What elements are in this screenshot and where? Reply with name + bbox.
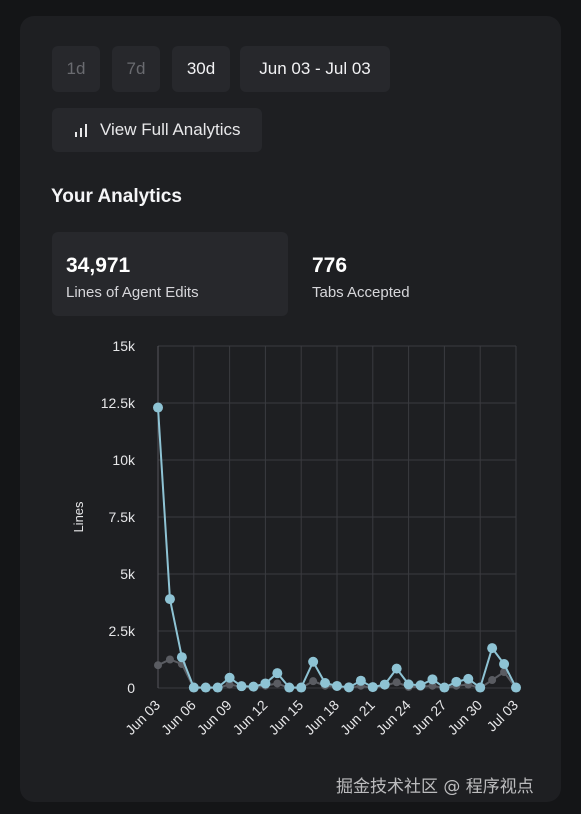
series-primary-point xyxy=(308,656,319,667)
series-primary-point xyxy=(176,652,187,663)
x-tick-label: Jun 27 xyxy=(408,697,449,738)
series-primary-point xyxy=(403,679,414,690)
series-secondary-point xyxy=(273,679,282,688)
range-1d-button[interactable]: 1d xyxy=(52,46,100,92)
range-7d-button[interactable]: 7d xyxy=(112,46,160,92)
series-primary-point xyxy=(451,676,462,687)
series-primary-point xyxy=(260,678,271,689)
x-tick-label: Jun 15 xyxy=(265,697,306,738)
series-primary-point xyxy=(427,674,438,685)
series-primary-point xyxy=(224,672,235,683)
watermark: 掘金技术社区 @ 程序视点 xyxy=(336,777,534,797)
series-primary-point xyxy=(499,659,510,670)
stat-value: 34,971 xyxy=(66,254,131,277)
series-primary-point xyxy=(188,682,199,693)
stat-value: 776 xyxy=(312,254,348,277)
bar-chart-icon xyxy=(74,123,88,137)
series-primary-point xyxy=(343,682,354,693)
view-full-analytics-label: View Full Analytics xyxy=(100,120,241,139)
series-primary-point xyxy=(153,402,163,413)
series-primary-point xyxy=(200,682,211,693)
series-secondary-point xyxy=(165,655,174,664)
series-primary-point xyxy=(332,680,342,691)
x-tick-label: Jun 21 xyxy=(337,697,378,738)
x-tick-label: Jun 18 xyxy=(301,697,342,738)
series-primary-point xyxy=(164,594,175,605)
series-primary-point xyxy=(367,682,378,693)
series-secondary-point xyxy=(309,677,318,686)
x-tick-label: Jun 09 xyxy=(194,697,235,738)
y-axis-label: Lines xyxy=(71,501,86,533)
stat-label: Lines of Agent Edits xyxy=(66,284,199,301)
series-primary-point xyxy=(296,682,307,693)
series-primary-point xyxy=(379,679,390,690)
x-tick-label: Jul 03 xyxy=(483,697,521,735)
date-range-button[interactable]: Jun 03 - Jul 03 xyxy=(240,46,390,92)
x-tick-label: Jun 12 xyxy=(229,697,270,738)
stat-tabs-accepted[interactable]: 776 Tabs Accepted xyxy=(298,232,534,316)
series-primary-point xyxy=(415,680,426,691)
x-tick-label: Jun 03 xyxy=(122,697,163,738)
series-primary-point xyxy=(212,682,223,693)
series-primary-point xyxy=(248,681,259,692)
series-primary-point xyxy=(355,675,366,686)
view-full-analytics-button[interactable]: View Full Analytics xyxy=(52,108,262,152)
series-primary-point xyxy=(511,682,521,693)
y-tick-label: 2.5k xyxy=(109,623,136,639)
series-secondary-point xyxy=(488,676,497,685)
series-primary-point xyxy=(391,663,402,674)
series-secondary-point xyxy=(225,680,234,689)
y-tick-label: 10k xyxy=(112,452,136,468)
series-primary-point xyxy=(463,673,474,684)
y-tick-label: 15k xyxy=(112,338,136,354)
y-tick-label: 5k xyxy=(120,566,136,582)
stat-label: Tabs Accepted xyxy=(312,284,410,301)
section-title: Your Analytics xyxy=(51,186,182,207)
stat-agent-edits[interactable]: 34,971 Lines of Agent Edits xyxy=(52,232,288,316)
series-primary-point xyxy=(236,681,247,692)
series-primary-point xyxy=(439,682,450,693)
y-tick-label: 12.5k xyxy=(101,395,136,411)
series-primary-point xyxy=(272,668,283,679)
series-primary-point xyxy=(284,682,295,693)
series-primary-point xyxy=(320,677,331,688)
series-secondary-point xyxy=(154,661,162,670)
series-primary-point xyxy=(487,643,498,654)
y-tick-label: 7.5k xyxy=(109,509,136,525)
series-primary-point xyxy=(475,682,486,693)
x-tick-label: Jun 24 xyxy=(373,697,414,738)
y-tick-label: 0 xyxy=(127,680,135,696)
series-secondary-point xyxy=(392,678,401,687)
x-tick-label: Jun 30 xyxy=(444,697,485,738)
range-30d-button[interactable]: 30d xyxy=(172,46,230,92)
x-tick-label: Jun 06 xyxy=(158,697,199,738)
